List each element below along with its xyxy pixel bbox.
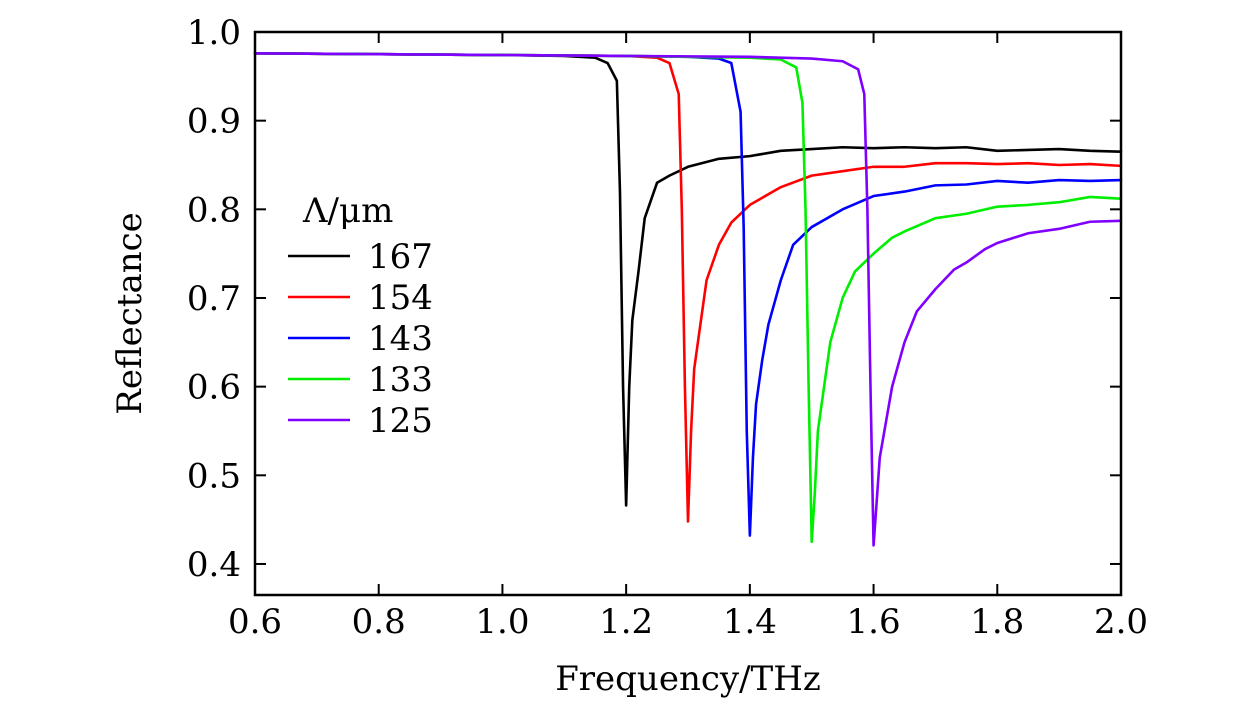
y-tick-label: 0.6 bbox=[187, 368, 241, 408]
legend-label-154: 154 bbox=[368, 278, 433, 318]
series-line-167 bbox=[253, 51, 1123, 507]
legend-label-133: 133 bbox=[368, 360, 433, 400]
series-line-125 bbox=[253, 51, 1123, 547]
legend-label-143: 143 bbox=[368, 319, 433, 359]
x-tick-label: 1.8 bbox=[970, 602, 1024, 642]
plot-frame bbox=[253, 30, 1123, 597]
y-axis-label: Reflectance bbox=[110, 212, 150, 415]
y-tick-label: 0.8 bbox=[187, 190, 241, 230]
x-tick-label: 2.0 bbox=[1094, 602, 1148, 642]
series-line-154 bbox=[253, 51, 1123, 523]
legend-label-125: 125 bbox=[368, 401, 433, 441]
y-tick-label: 1.0 bbox=[187, 13, 241, 53]
y-tick-label: 0.4 bbox=[187, 545, 241, 585]
y-tick-label: 0.5 bbox=[187, 456, 241, 496]
axes-layer: 0.6 0.8 1.0 1.2 1.4 1.6 1.8 2.0 0.4 0.5 0.6 0.7 0.8 0… bbox=[110, 13, 1148, 699]
legend-title: Λ/μm bbox=[302, 191, 393, 231]
y-tick-label: 0.9 bbox=[187, 102, 241, 142]
x-tick-label: 0.8 bbox=[352, 602, 406, 642]
x-tick-label: 1.6 bbox=[847, 602, 901, 642]
x-tick-label: 0.6 bbox=[228, 602, 282, 642]
x-tick-label: 1.4 bbox=[723, 602, 777, 642]
x-tick-label: 1.0 bbox=[475, 602, 529, 642]
y-tick-label: 0.7 bbox=[187, 279, 241, 319]
x-tick-label: 1.2 bbox=[599, 602, 653, 642]
legend-label-167: 167 bbox=[368, 237, 433, 277]
series-layer bbox=[253, 51, 1123, 547]
x-axis-label: Frequency/THz bbox=[555, 659, 821, 699]
